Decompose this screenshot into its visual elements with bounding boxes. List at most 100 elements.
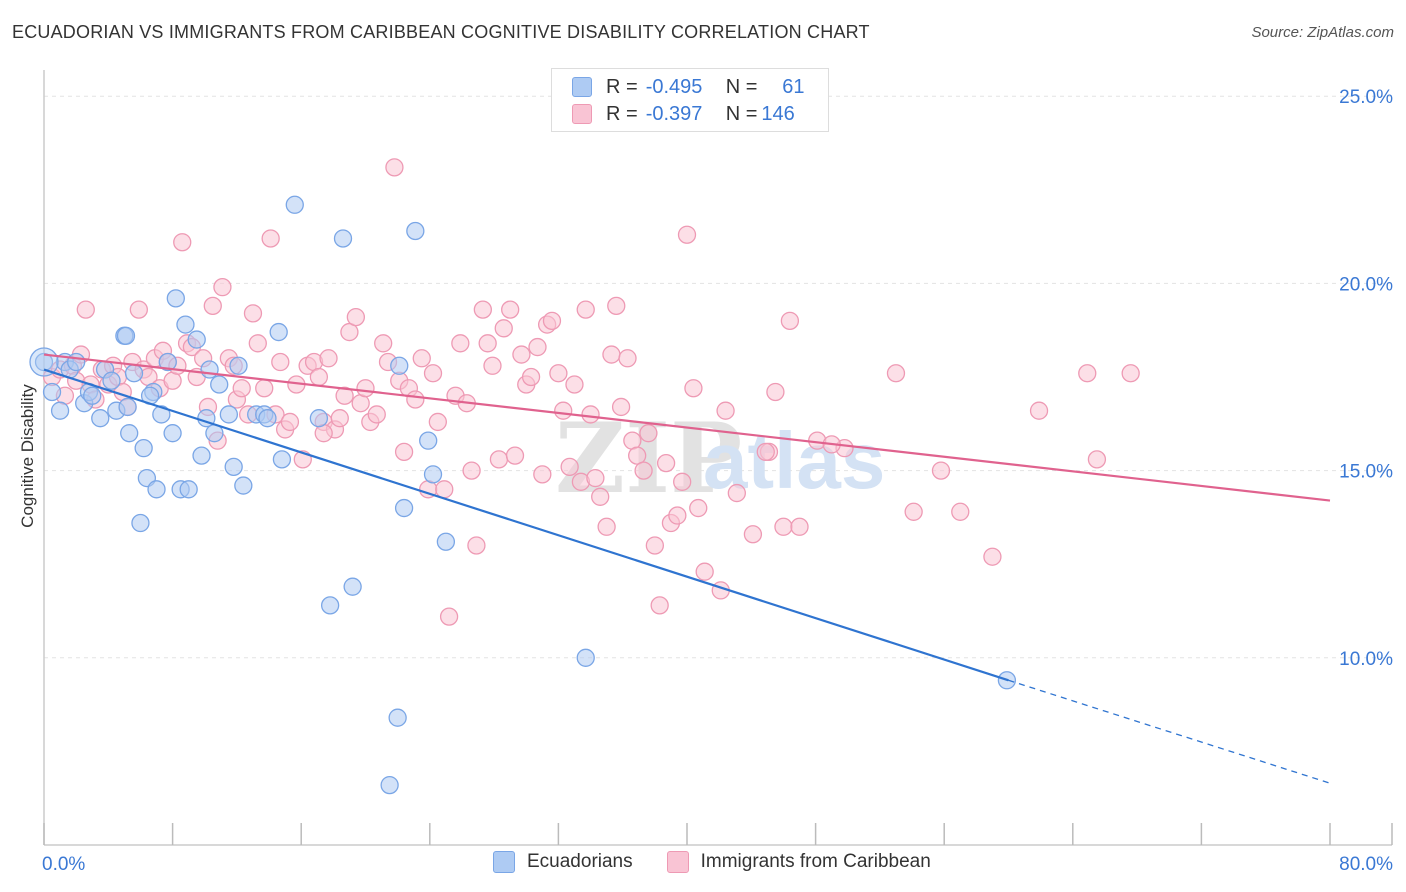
ecuadorian-point-24 xyxy=(166,289,185,308)
y-tick-label-0: 10.0% xyxy=(1339,649,1393,670)
caribbean-point-65 xyxy=(385,158,404,177)
caribbean-point-106 xyxy=(607,296,626,316)
ecuadorian-point-54 xyxy=(388,708,407,727)
ecuadorian-point-14 xyxy=(120,424,139,443)
n-value: 146 xyxy=(761,102,795,125)
caribbean-point-86 xyxy=(501,300,520,319)
r-label: R = xyxy=(606,75,638,98)
caribbean-point-85 xyxy=(494,319,513,338)
ecuadorian-point-31 xyxy=(200,360,219,379)
caribbean-point-63 xyxy=(374,334,393,353)
caribbean-point-134 xyxy=(886,364,906,383)
caribbean-point-121 xyxy=(689,498,708,518)
caribbean-point-125 xyxy=(727,483,746,503)
source-label: Source: ZipAtlas.com xyxy=(1251,24,1394,41)
trend-line-ecuadorians-extension xyxy=(1008,679,1331,784)
ecuadorian-point-15 xyxy=(124,364,144,383)
ecuadorian-point-36 xyxy=(229,356,248,375)
caribbean-point-104 xyxy=(597,517,616,536)
caribbean-point-108 xyxy=(618,349,637,368)
legend-item-caribbean[interactable]: Immigrants from Caribbean xyxy=(666,851,931,873)
ecuadorian-point-43 xyxy=(285,195,304,214)
caribbean-point-137 xyxy=(983,547,1002,566)
y-tick-label-2: 20.0% xyxy=(1339,274,1393,295)
caribbean-point-60 xyxy=(356,379,375,398)
caribbean-point-101 xyxy=(581,405,600,424)
series-caribbean-points xyxy=(42,158,1140,626)
caribbean-point-100 xyxy=(576,300,595,319)
caribbean-point-83 xyxy=(483,356,502,375)
caribbean-point-120 xyxy=(684,379,703,398)
caribbean-point-111 xyxy=(634,461,653,480)
ecuadorian-point-42 xyxy=(272,450,292,469)
legend-swatch-pink xyxy=(572,104,592,124)
caribbean-point-16 xyxy=(129,300,148,319)
ecuadorian-point-51 xyxy=(419,431,438,450)
ecuadorian-point-37 xyxy=(234,476,253,495)
caribbean-point-114 xyxy=(650,596,669,615)
caribbean-point-136 xyxy=(951,502,970,521)
ecuadorian-point-20 xyxy=(147,480,166,499)
ecuadorian-point-26 xyxy=(176,315,195,334)
caribbean-point-115 xyxy=(656,453,676,473)
correlation-legend: R = -0.495 N = 61 R = -0.397 N = 146 xyxy=(551,68,829,132)
ecuadorian-point-28 xyxy=(187,330,206,349)
legend-item-ecuadorians[interactable]: Ecuadorians xyxy=(493,851,633,873)
x-tick-label-start: 0.0% xyxy=(42,854,85,875)
ecuadorian-point-21 xyxy=(152,405,171,424)
caribbean-point-87 xyxy=(505,446,525,465)
caribbean-point-103 xyxy=(591,487,610,506)
caribbean-point-58 xyxy=(346,307,366,327)
ecuadorian-point-27 xyxy=(179,480,198,499)
caribbean-point-88 xyxy=(512,345,531,364)
ecuadorian-point-40 xyxy=(258,409,277,428)
caribbean-point-131 xyxy=(790,517,809,536)
caribbean-point-37 xyxy=(232,379,251,398)
caribbean-point-141 xyxy=(1087,450,1107,469)
trend-line-ecuadorians xyxy=(43,368,1009,682)
n-label: N = xyxy=(725,75,758,98)
tick-labels: 10.0% 15.0% 20.0% 25.0% 0.0% 80.0% xyxy=(42,87,1393,875)
ecuadorian-point-48 xyxy=(390,356,409,375)
caribbean-point-129 xyxy=(774,517,793,536)
ecuadorian-point-22 xyxy=(158,352,177,372)
ecuadorian-point-29 xyxy=(192,446,211,465)
caribbean-point-138 xyxy=(1029,401,1049,420)
ecuadorian-point-53 xyxy=(436,532,456,551)
caribbean-point-118 xyxy=(673,472,692,491)
caribbean-point-90 xyxy=(521,367,541,387)
legend-label-caribbean: Immigrants from Caribbean xyxy=(700,851,931,872)
caribbean-point-124 xyxy=(716,401,735,420)
ecuadorian-point-50 xyxy=(406,221,425,241)
caribbean-point-105 xyxy=(602,345,621,364)
caribbean-point-62 xyxy=(367,405,386,424)
caribbean-point-39 xyxy=(243,304,263,323)
ecuadorian-point-8 xyxy=(91,409,110,428)
caribbean-point-95 xyxy=(549,364,568,383)
caribbean-point-107 xyxy=(611,397,631,417)
ecuadorian-point-16 xyxy=(131,513,150,533)
caribbean-point-144 xyxy=(756,442,775,462)
caribbean-point-119 xyxy=(677,225,697,244)
ecuadorian-point-5 xyxy=(67,352,86,372)
ecuadorian-point-47 xyxy=(343,577,362,596)
r-value: -0.397 xyxy=(645,102,703,125)
n-label: N = xyxy=(725,102,758,125)
chart-title: ECUADORIAN VS IMMIGRANTS FROM CARIBBEAN … xyxy=(12,22,870,42)
caribbean-point-80 xyxy=(467,536,486,555)
caribbean-point-79 xyxy=(462,461,481,480)
caribbean-point-91 xyxy=(528,337,547,357)
y-tick-label-3: 25.0% xyxy=(1339,87,1393,108)
caribbean-point-53 xyxy=(319,349,338,368)
caribbean-point-97 xyxy=(560,457,579,477)
caribbean-point-113 xyxy=(645,536,664,555)
caribbean-point-55 xyxy=(330,409,349,428)
grid-lines xyxy=(44,95,1392,659)
caribbean-point-31 xyxy=(203,296,222,316)
caribbean-point-128 xyxy=(766,382,785,402)
caribbean-point-6 xyxy=(76,300,95,319)
caribbean-point-42 xyxy=(261,229,280,248)
ecuadorian-point-2 xyxy=(50,401,70,420)
ecuadorian-point-13 xyxy=(116,326,136,345)
series-legend: Ecuadorians Immigrants from Caribbean xyxy=(493,851,965,873)
